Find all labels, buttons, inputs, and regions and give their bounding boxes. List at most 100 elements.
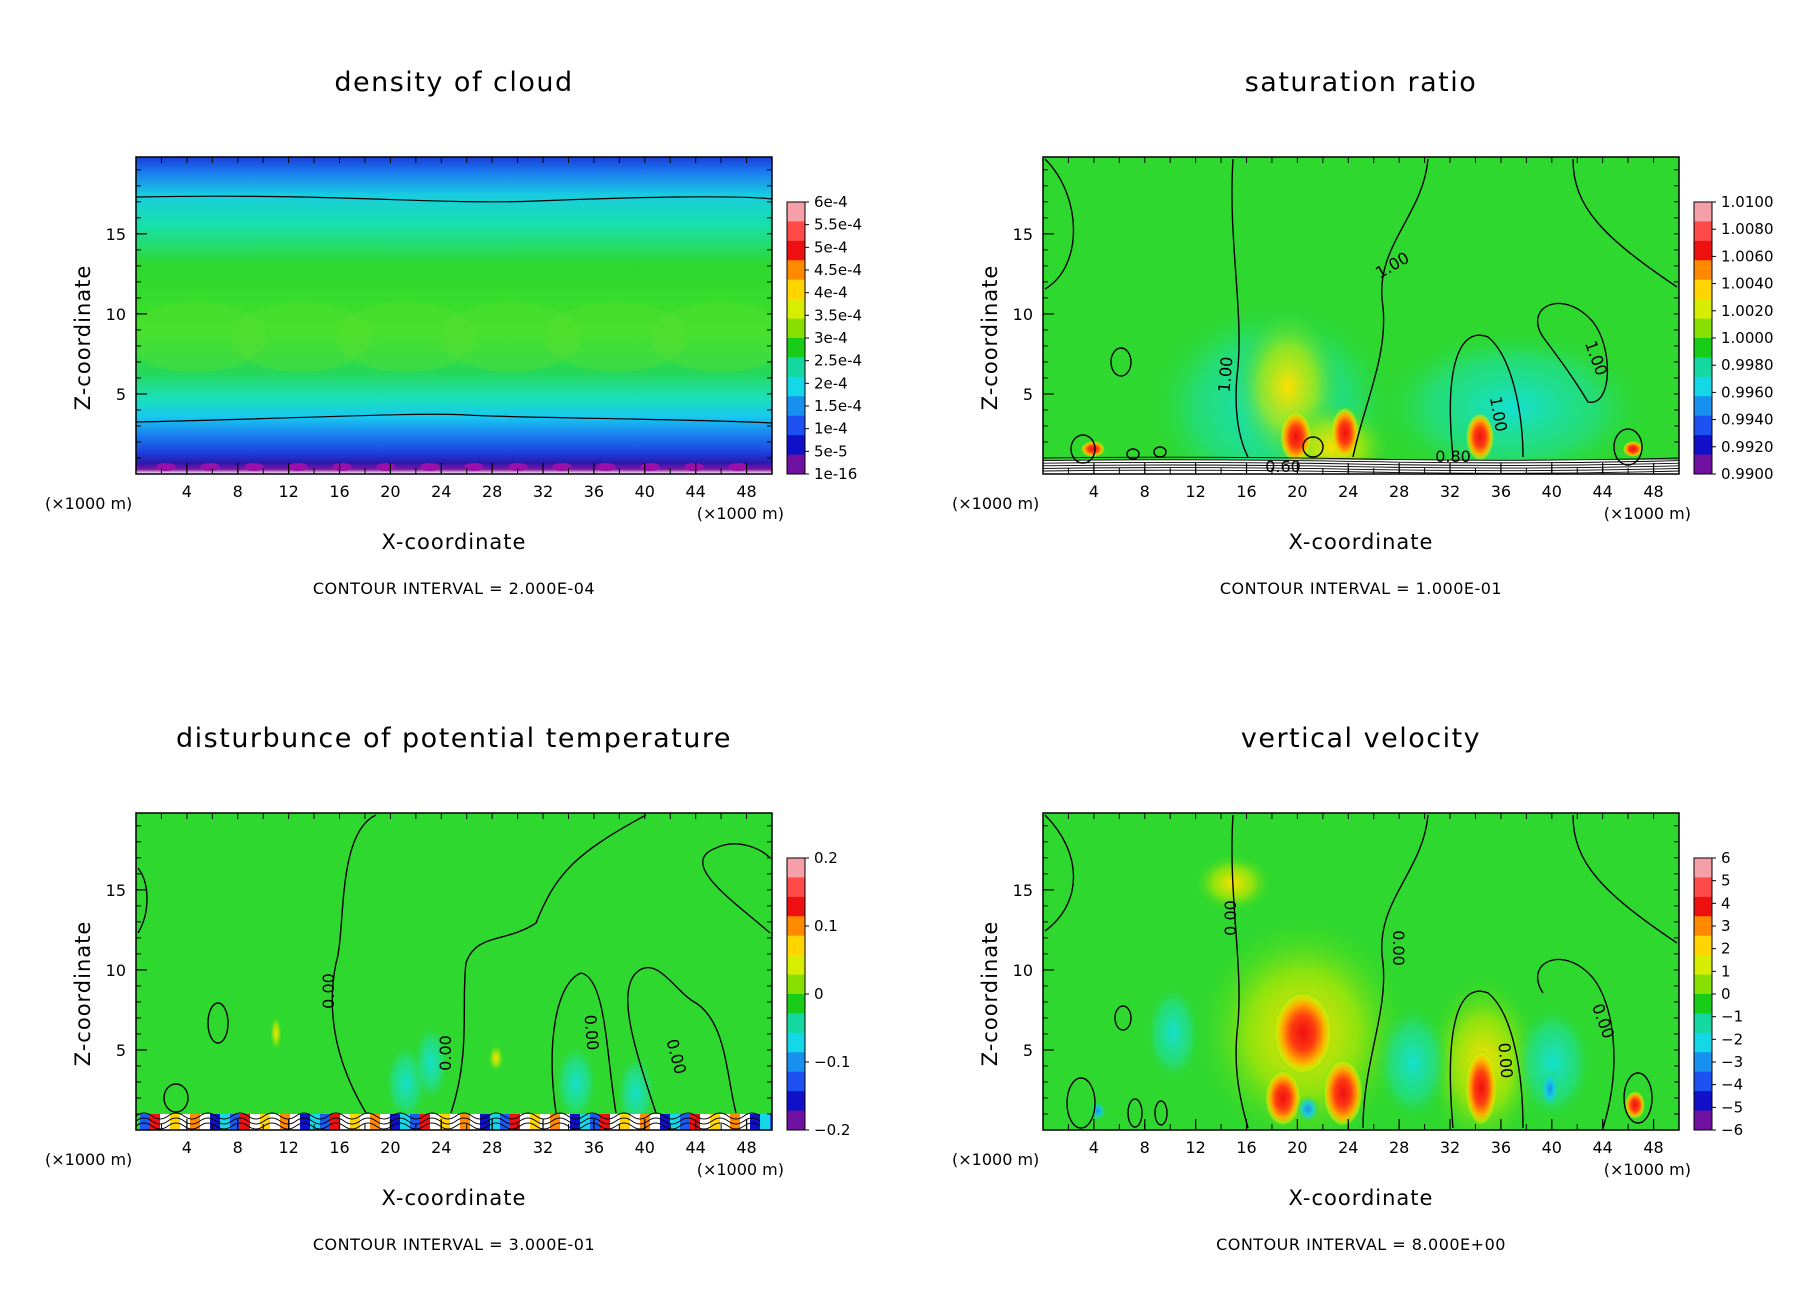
colorbar-band [1694, 994, 1712, 1014]
x-axis-label: X-coordinate [1289, 530, 1434, 554]
colorbar-band [1694, 240, 1712, 261]
x-tick-label: 36 [584, 482, 604, 501]
x-tick-label: 16 [329, 482, 349, 501]
contour-loop [1613, 428, 1643, 466]
colorbar-band [787, 454, 805, 475]
colorbar-band [1694, 916, 1712, 937]
field-green-structure [651, 302, 772, 372]
field-cool-area [1145, 983, 1201, 1083]
contour-label: 1.00 [1215, 356, 1237, 393]
field-surface-cell [440, 1114, 450, 1130]
contour-interval: CONTOUR INTERVAL = 8.000E+00 [1216, 1235, 1506, 1254]
colorbar-band [1694, 955, 1712, 976]
y-axis-label: Z-coordinate [71, 921, 95, 1067]
field-cool-area [1375, 1003, 1451, 1123]
colorbar-label: −6 [1721, 1121, 1743, 1139]
field-surface-cell [420, 1114, 430, 1130]
colorbar-band [1694, 396, 1712, 417]
field-surface-cell [170, 1114, 180, 1130]
x-tick-label: 36 [1491, 1138, 1511, 1157]
field-hot-spot [1466, 413, 1494, 461]
contour-interval: CONTOUR INTERVAL = 3.000E-01 [313, 1235, 595, 1254]
colorbar-band [1694, 299, 1712, 320]
field-surface-cell [630, 1114, 640, 1130]
colorbar-label: 4.5e-4 [814, 261, 862, 279]
colorbar-band [787, 896, 805, 917]
field-surface-cell [550, 1114, 560, 1130]
chart-title: disturbunce of potential temperature [176, 723, 732, 754]
colorbar-band [787, 1091, 805, 1112]
field-hot-spot [1265, 1070, 1301, 1126]
field-surface-cell [220, 1114, 230, 1130]
colorbar-label: 1.5e-4 [814, 397, 862, 415]
colorbar-label: 0.9900 [1721, 465, 1774, 483]
colorbar-label: 1.0060 [1721, 247, 1774, 265]
z-unit-label: (×1000 m) [45, 1150, 132, 1169]
field-warm-area [270, 1015, 282, 1051]
contour-interval: CONTOUR INTERVAL = 1.000E-01 [1220, 579, 1502, 598]
contour-label: 0.80 [1435, 447, 1471, 466]
field-surface-cell [210, 1114, 220, 1130]
contour-line [1043, 464, 1679, 469]
colorbar-label: 1.0020 [1721, 302, 1774, 320]
contour-label: 0.00 [1494, 1042, 1516, 1079]
field-surface-cell [560, 1114, 570, 1130]
field-hot-spot [1081, 441, 1105, 457]
colorbar-label: 1 [1721, 962, 1731, 980]
x-axis-label: X-coordinate [1289, 1186, 1434, 1210]
x-tick-label: 20 [1287, 482, 1307, 501]
field-purple-blob [200, 463, 220, 471]
colorbar-label: 1.0100 [1721, 193, 1774, 211]
x-tick-label: 24 [1338, 1138, 1358, 1157]
colorbar-band [1694, 1052, 1712, 1073]
chart-title: vertical velocity [1241, 723, 1481, 754]
colorbar: 6e-4 5.5e-4 5e-4 4.5e-4 4e-4 3.5e-4 3e-4 2.5e-4… [786, 193, 862, 483]
field-purple-blob [332, 463, 352, 471]
colorbar-band [1694, 1032, 1712, 1053]
colorbar-label: 6 [1721, 849, 1731, 867]
colorbar-band [1694, 376, 1712, 397]
contour-line [1043, 459, 1679, 464]
field-purple-blob [684, 463, 704, 471]
field-sink-area [1296, 1095, 1320, 1123]
colorbar-band [1694, 1110, 1712, 1131]
x-tick-label: 12 [278, 1138, 298, 1157]
colorbar-band [787, 994, 805, 1014]
colorbar-label: −2 [1721, 1030, 1743, 1048]
plot-field [1043, 813, 1679, 1130]
colorbar-band [1694, 974, 1712, 995]
field-surface-cell [590, 1114, 600, 1130]
y-tick-label: 10 [106, 961, 126, 980]
x-axis-label: X-coordinate [382, 1186, 527, 1210]
field-hot-spot [1623, 441, 1643, 457]
field-purple-blob [288, 463, 308, 471]
y-axis-label: Z-coordinate [978, 265, 1002, 411]
colorbar-band [1694, 858, 1712, 878]
colorbar-label: 0 [1721, 985, 1731, 1003]
colorbar-label: −5 [1721, 1098, 1743, 1116]
chart-title: saturation ratio [1245, 67, 1478, 98]
contour-loop [1623, 1072, 1653, 1124]
x-tick-label: 16 [1236, 1138, 1256, 1157]
colorbar-label: 2.5e-4 [814, 352, 862, 370]
field-surface-cell [750, 1114, 760, 1130]
y-tick-label: 15 [1013, 881, 1033, 900]
colorbar-label: 0.9980 [1721, 356, 1774, 374]
colorbar-label: 5e-4 [814, 238, 848, 256]
colorbar: 1.0100 1.0080 1.0060 1.0040 1.0020 1.0000 0.99… [1693, 193, 1774, 483]
contour-loop [163, 1083, 189, 1113]
colorbar-label: 3 [1721, 917, 1731, 935]
field-surface-cell [530, 1114, 540, 1130]
contour-line [1449, 990, 1524, 1129]
x-tick-label: 44 [1593, 1138, 1613, 1157]
contour-line [1536, 302, 1609, 403]
colorbar-band [787, 318, 805, 339]
field-purple-blob [596, 463, 616, 471]
field-surface-cell [740, 1114, 750, 1130]
field-surface-cell [430, 1114, 440, 1130]
plot-field [1043, 157, 1679, 474]
field-surface-cell [270, 1114, 280, 1130]
colorbar-band [787, 279, 805, 300]
colorbar-label: 0.9960 [1721, 383, 1774, 401]
